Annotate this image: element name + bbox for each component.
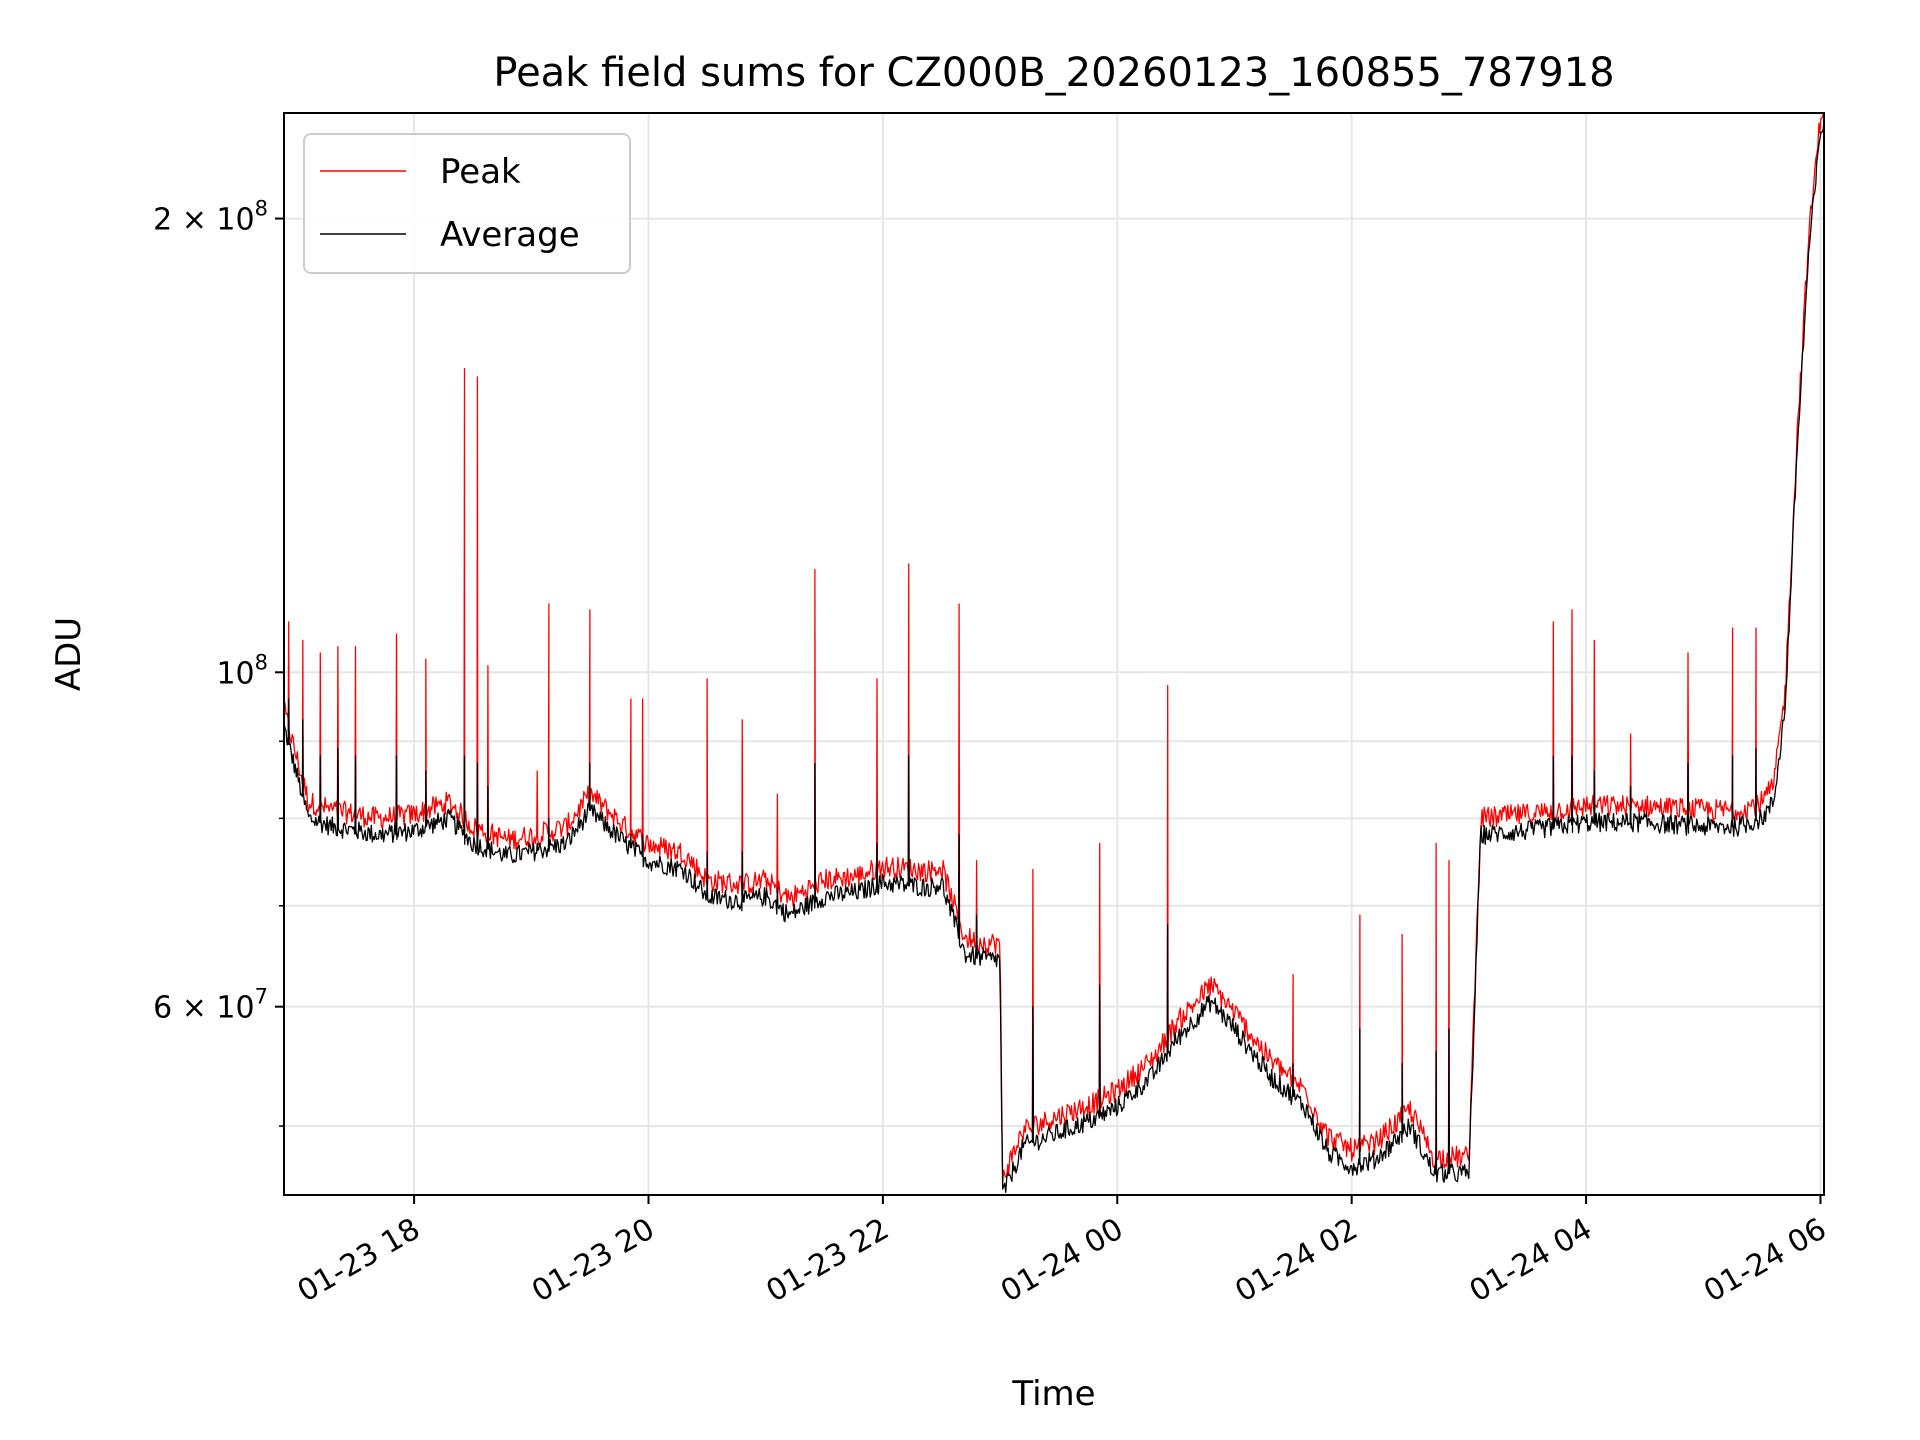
x-axis-label: Time — [1011, 1374, 1095, 1414]
chart-title: Peak field sums for CZ000B_20260123_1608… — [493, 50, 1614, 96]
y-tick-label-exponent: 8 — [255, 650, 268, 674]
axes-frame — [283, 112, 1825, 1196]
plot-area — [284, 113, 1824, 1195]
y-tick-label-exponent: 7 — [255, 985, 268, 1009]
y-tick-label-exponent: 8 — [255, 197, 268, 221]
y-tick-label-base: 6 × 10 — [153, 991, 254, 1026]
legend-peak-label: Peak — [440, 152, 521, 192]
y-tick-label: 6 × 107 — [153, 985, 268, 1026]
legend-average-label: Average — [440, 215, 580, 255]
y-tick-label: 108 — [216, 650, 268, 691]
average-series-line — [284, 121, 1824, 1194]
series-layer — [284, 113, 1824, 1194]
y-tick-label: 2 × 108 — [153, 197, 268, 238]
y-tick-label-base: 10 — [216, 656, 254, 691]
legend-box — [303, 133, 631, 274]
legend: Peak Average — [303, 133, 631, 274]
y-tick-label-base: 2 × 10 — [153, 203, 254, 238]
y-axis-label: ADU — [49, 617, 89, 691]
peak-series-line — [284, 113, 1824, 1184]
